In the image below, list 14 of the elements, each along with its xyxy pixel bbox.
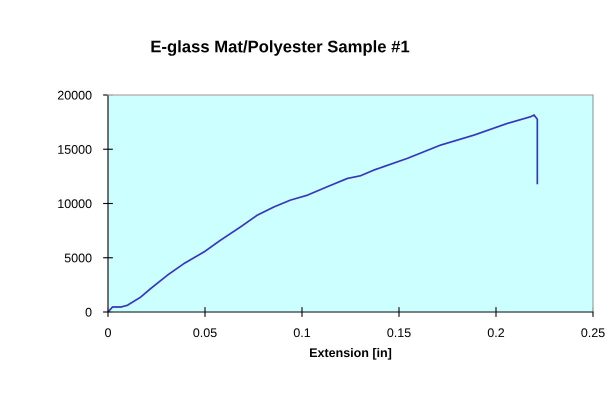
- x-axis-title: Extension [in]: [310, 348, 392, 360]
- y-tick-label: 15000: [58, 145, 92, 154]
- x-tick-label: 0.15: [387, 328, 411, 338]
- y-tick-label: 20000: [58, 90, 92, 100]
- x-tick-label: 0.05: [193, 328, 217, 338]
- y-tick-label: 0: [86, 308, 92, 317]
- x-tick-label: 0.2: [488, 328, 504, 338]
- line-series: [108, 114, 538, 312]
- x-tick-label: 0.25: [581, 328, 605, 338]
- x-tick-label: 0.1: [294, 328, 310, 338]
- x-tick-label: 0: [105, 328, 111, 338]
- chart-title: E-glass Mat/Polyester Sample #1: [151, 40, 410, 56]
- y-tick-label: 5000: [64, 254, 92, 262]
- y-tick-label: 10000: [58, 199, 92, 208]
